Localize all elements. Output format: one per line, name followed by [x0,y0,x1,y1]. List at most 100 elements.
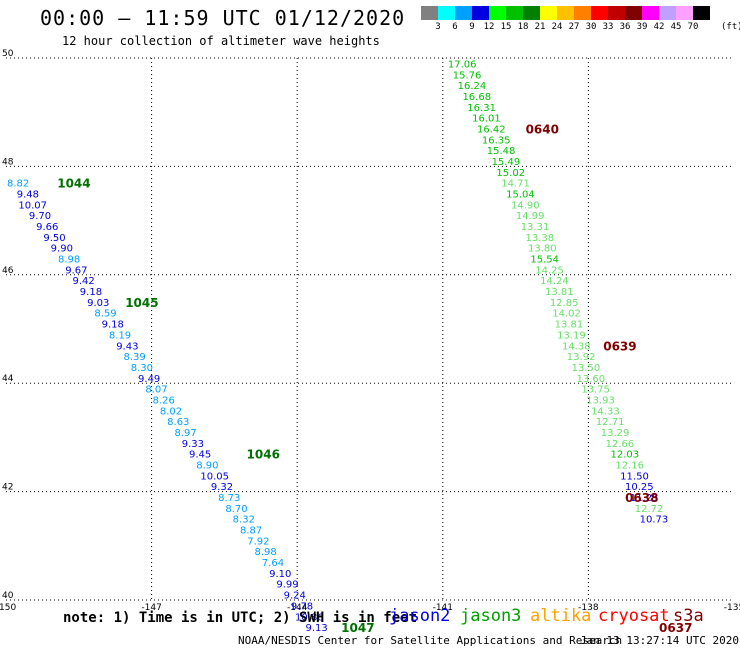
data-point: 15.76 [453,70,482,81]
data-point: 9.10 [269,569,291,580]
data-point: 16.24 [458,81,487,92]
legend-bin-label: 6 [452,22,458,32]
data-point: 13.80 [528,244,557,255]
data-point: 14.99 [516,211,545,222]
legend-swatch [557,6,574,20]
data-point: 9.43 [116,341,138,352]
data-point: 10.07 [18,200,47,211]
data-point: 8.70 [225,504,247,515]
data-point: 8.32 [233,515,255,526]
time-mark: 1047 [341,621,374,635]
data-point: 13.38 [526,233,555,244]
y-tick-label: 46 [2,266,14,276]
y-tick-label: 50 [2,49,14,59]
legend-bin-label: 30 [585,22,597,32]
data-point: 8.90 [196,461,218,472]
data-point: 8.82 [7,179,29,190]
x-tick-label: -144 [287,603,308,613]
data-point: 13.19 [557,330,586,341]
legend-swatch [676,6,693,20]
data-point: 9.78 [291,601,313,612]
data-point: 12.66 [606,439,635,450]
generated-timestamp: Jan 13 13:27:14 UTC 2020 [580,634,739,647]
data-point: 12.03 [610,450,639,461]
data-point: 9.50 [43,233,65,244]
credit-text: NOAA/NESDIS Center for Satellite Applica… [238,634,623,647]
x-tick-label: -141 [433,603,453,613]
satellite-label: cryosat [598,606,670,626]
satellite-label: s3a [673,606,704,626]
legend-bin-label: 33 [602,22,614,32]
point-layer: 8.829.4810.079.709.669.509.908.989.679.4… [7,59,668,634]
data-point: 13.60 [577,374,606,385]
time-mark: 1045 [125,296,158,310]
data-point: 8.39 [123,352,145,363]
data-point: 10.86 [295,612,324,623]
data-point: 14.38 [562,341,591,352]
legend-bin-label: 27 [568,22,580,32]
data-point: 9.24 [284,591,306,602]
data-point: 16.31 [467,103,496,114]
time-mark: 0640 [526,122,559,136]
data-point: 15.54 [530,255,559,266]
time-mark: 0637 [659,621,692,635]
data-point: 13.92 [567,352,596,363]
data-point: 8.97 [174,428,196,439]
legend-swatch [608,6,625,20]
legend-swatch [455,6,472,20]
data-point: 9.90 [51,244,73,255]
data-point: 16.68 [462,92,491,103]
data-point: 9.49 [138,374,160,385]
legend-swatch [642,6,659,20]
legend-bin-label: 24 [551,22,563,32]
y-tick-label: 44 [2,374,14,384]
data-point: 9.18 [80,287,102,298]
y-tick-label: 40 [2,591,14,601]
legend-swatch [421,6,438,20]
data-point: 16.35 [482,135,511,146]
data-point: 15.02 [496,168,525,179]
tick-layer: -150 -147 -144 -141 -138 -135 40 42 44 46 48 50 [0,49,740,613]
legend-bin-label: 18 [517,22,529,32]
legend-swatch [489,6,506,20]
x-tick-label: -138 [578,603,599,613]
chart-title: 00:00 – 11:59 UTC 01/12/2020 [40,6,406,30]
data-point: 17.06 [448,59,477,70]
legend-swatch [540,6,557,20]
data-point: 14.02 [552,309,581,320]
x-tick-label: -150 [0,603,16,613]
x-tick-label: -135 [724,603,740,613]
data-point: 14.71 [501,179,530,190]
data-point: 9.03 [87,298,109,309]
data-point: 13.31 [521,222,550,233]
data-point: 9.18 [102,320,124,331]
data-point: 7.64 [262,558,284,569]
data-point: 10.25 [625,482,654,493]
data-point: 8.98 [255,547,277,558]
legend-swatch [574,6,591,20]
legend-bin-label: 9 [469,22,475,32]
legend-bin-label: 39 [636,22,648,32]
data-point: 9.99 [276,580,298,591]
data-point: 9.66 [36,222,58,233]
data-point: 15.48 [487,146,516,157]
data-point: 8.87 [240,526,262,537]
time-mark: 0638 [625,491,658,505]
data-point: 8.19 [109,330,131,341]
data-point: 9.42 [73,276,95,287]
data-point: 10.05 [200,471,229,482]
data-point: 7.92 [247,536,269,547]
data-point: 14.24 [540,276,569,287]
data-point: 12.16 [615,461,644,472]
y-tick-label: 48 [2,157,14,167]
legend-swatch [659,6,676,20]
data-point: 8.73 [218,493,240,504]
data-point: 8.30 [131,363,153,374]
data-point: 13.75 [581,385,610,396]
satellite-label: jason3 [460,606,522,626]
data-point: 8.63 [167,417,189,428]
time-mark: 1044 [57,177,90,191]
data-point: 16.01 [472,114,501,125]
data-point: 8.98 [58,255,80,266]
